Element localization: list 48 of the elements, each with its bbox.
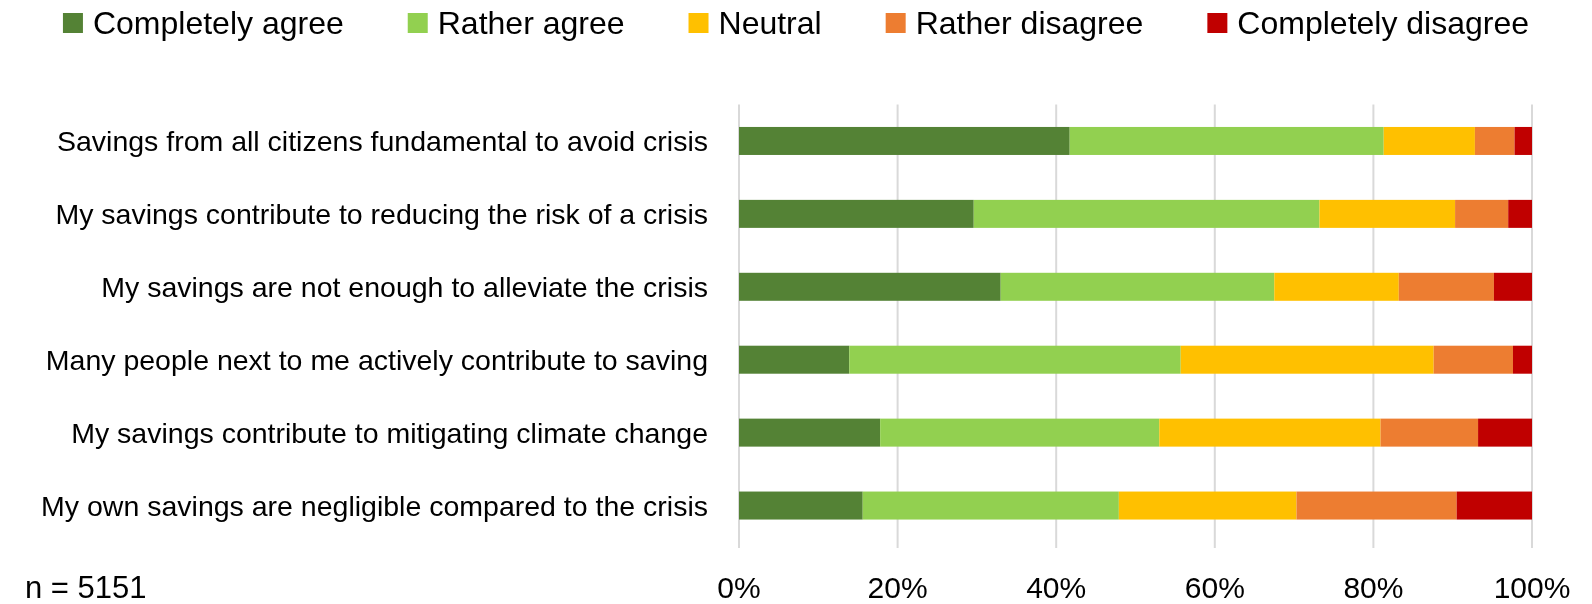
bar [1455, 199, 1509, 228]
bar [1296, 491, 1457, 520]
x-tick-label: 20% [867, 570, 928, 604]
y-tick-label: My savings are not enough to alleviate the crisis [101, 270, 708, 303]
bar [1319, 199, 1456, 228]
bar [739, 345, 850, 374]
bar [973, 199, 1320, 228]
bar [1069, 126, 1384, 155]
bar [1118, 491, 1297, 520]
x-tick-label: 100% [1493, 570, 1571, 604]
bar [1180, 345, 1434, 374]
bar [739, 272, 1001, 301]
bar [1000, 272, 1275, 301]
bar [1383, 126, 1475, 155]
legend-label: Rather disagree [915, 5, 1144, 42]
bar [1433, 345, 1513, 374]
bar [1493, 272, 1532, 301]
bar [1512, 345, 1532, 374]
legend-label: Completely agree [92, 5, 344, 42]
legend-label: Completely disagree [1237, 5, 1530, 42]
bar [1478, 418, 1532, 447]
text: n = 5151 [25, 569, 147, 604]
bar [739, 491, 863, 520]
y-tick-label: My own savings are negligible compared to the crisis [41, 489, 708, 522]
x-tick-label: 60% [1184, 570, 1245, 604]
x-tick-label: 40% [1026, 570, 1087, 604]
y-tick-label: Savings from all citizens fundamental to avoid crisis [56, 124, 708, 157]
bar [862, 491, 1119, 520]
bar [1508, 199, 1532, 228]
legend-label: Rather agree [437, 5, 625, 42]
bar [1159, 418, 1381, 447]
y-tick-label: Many people next to me actively contribute to saving [45, 343, 708, 376]
y-tick-label: My savings contribute to reducing the risk of a crisis [55, 197, 708, 230]
bar [849, 345, 1181, 374]
bar [1274, 272, 1399, 301]
bar [739, 126, 1070, 155]
x-tick-label: 0% [717, 570, 761, 604]
bar [1514, 126, 1532, 155]
bar [1474, 126, 1515, 155]
bar [880, 418, 1160, 447]
bar [1380, 418, 1479, 447]
bar [1456, 491, 1533, 520]
bar [739, 199, 974, 228]
y-tick-label: My savings contribute to mitigating climate change [71, 416, 708, 449]
bar [739, 418, 881, 447]
bar [1398, 272, 1494, 301]
x-tick-label: 80% [1343, 570, 1404, 604]
legend-label: Neutral [718, 5, 822, 42]
